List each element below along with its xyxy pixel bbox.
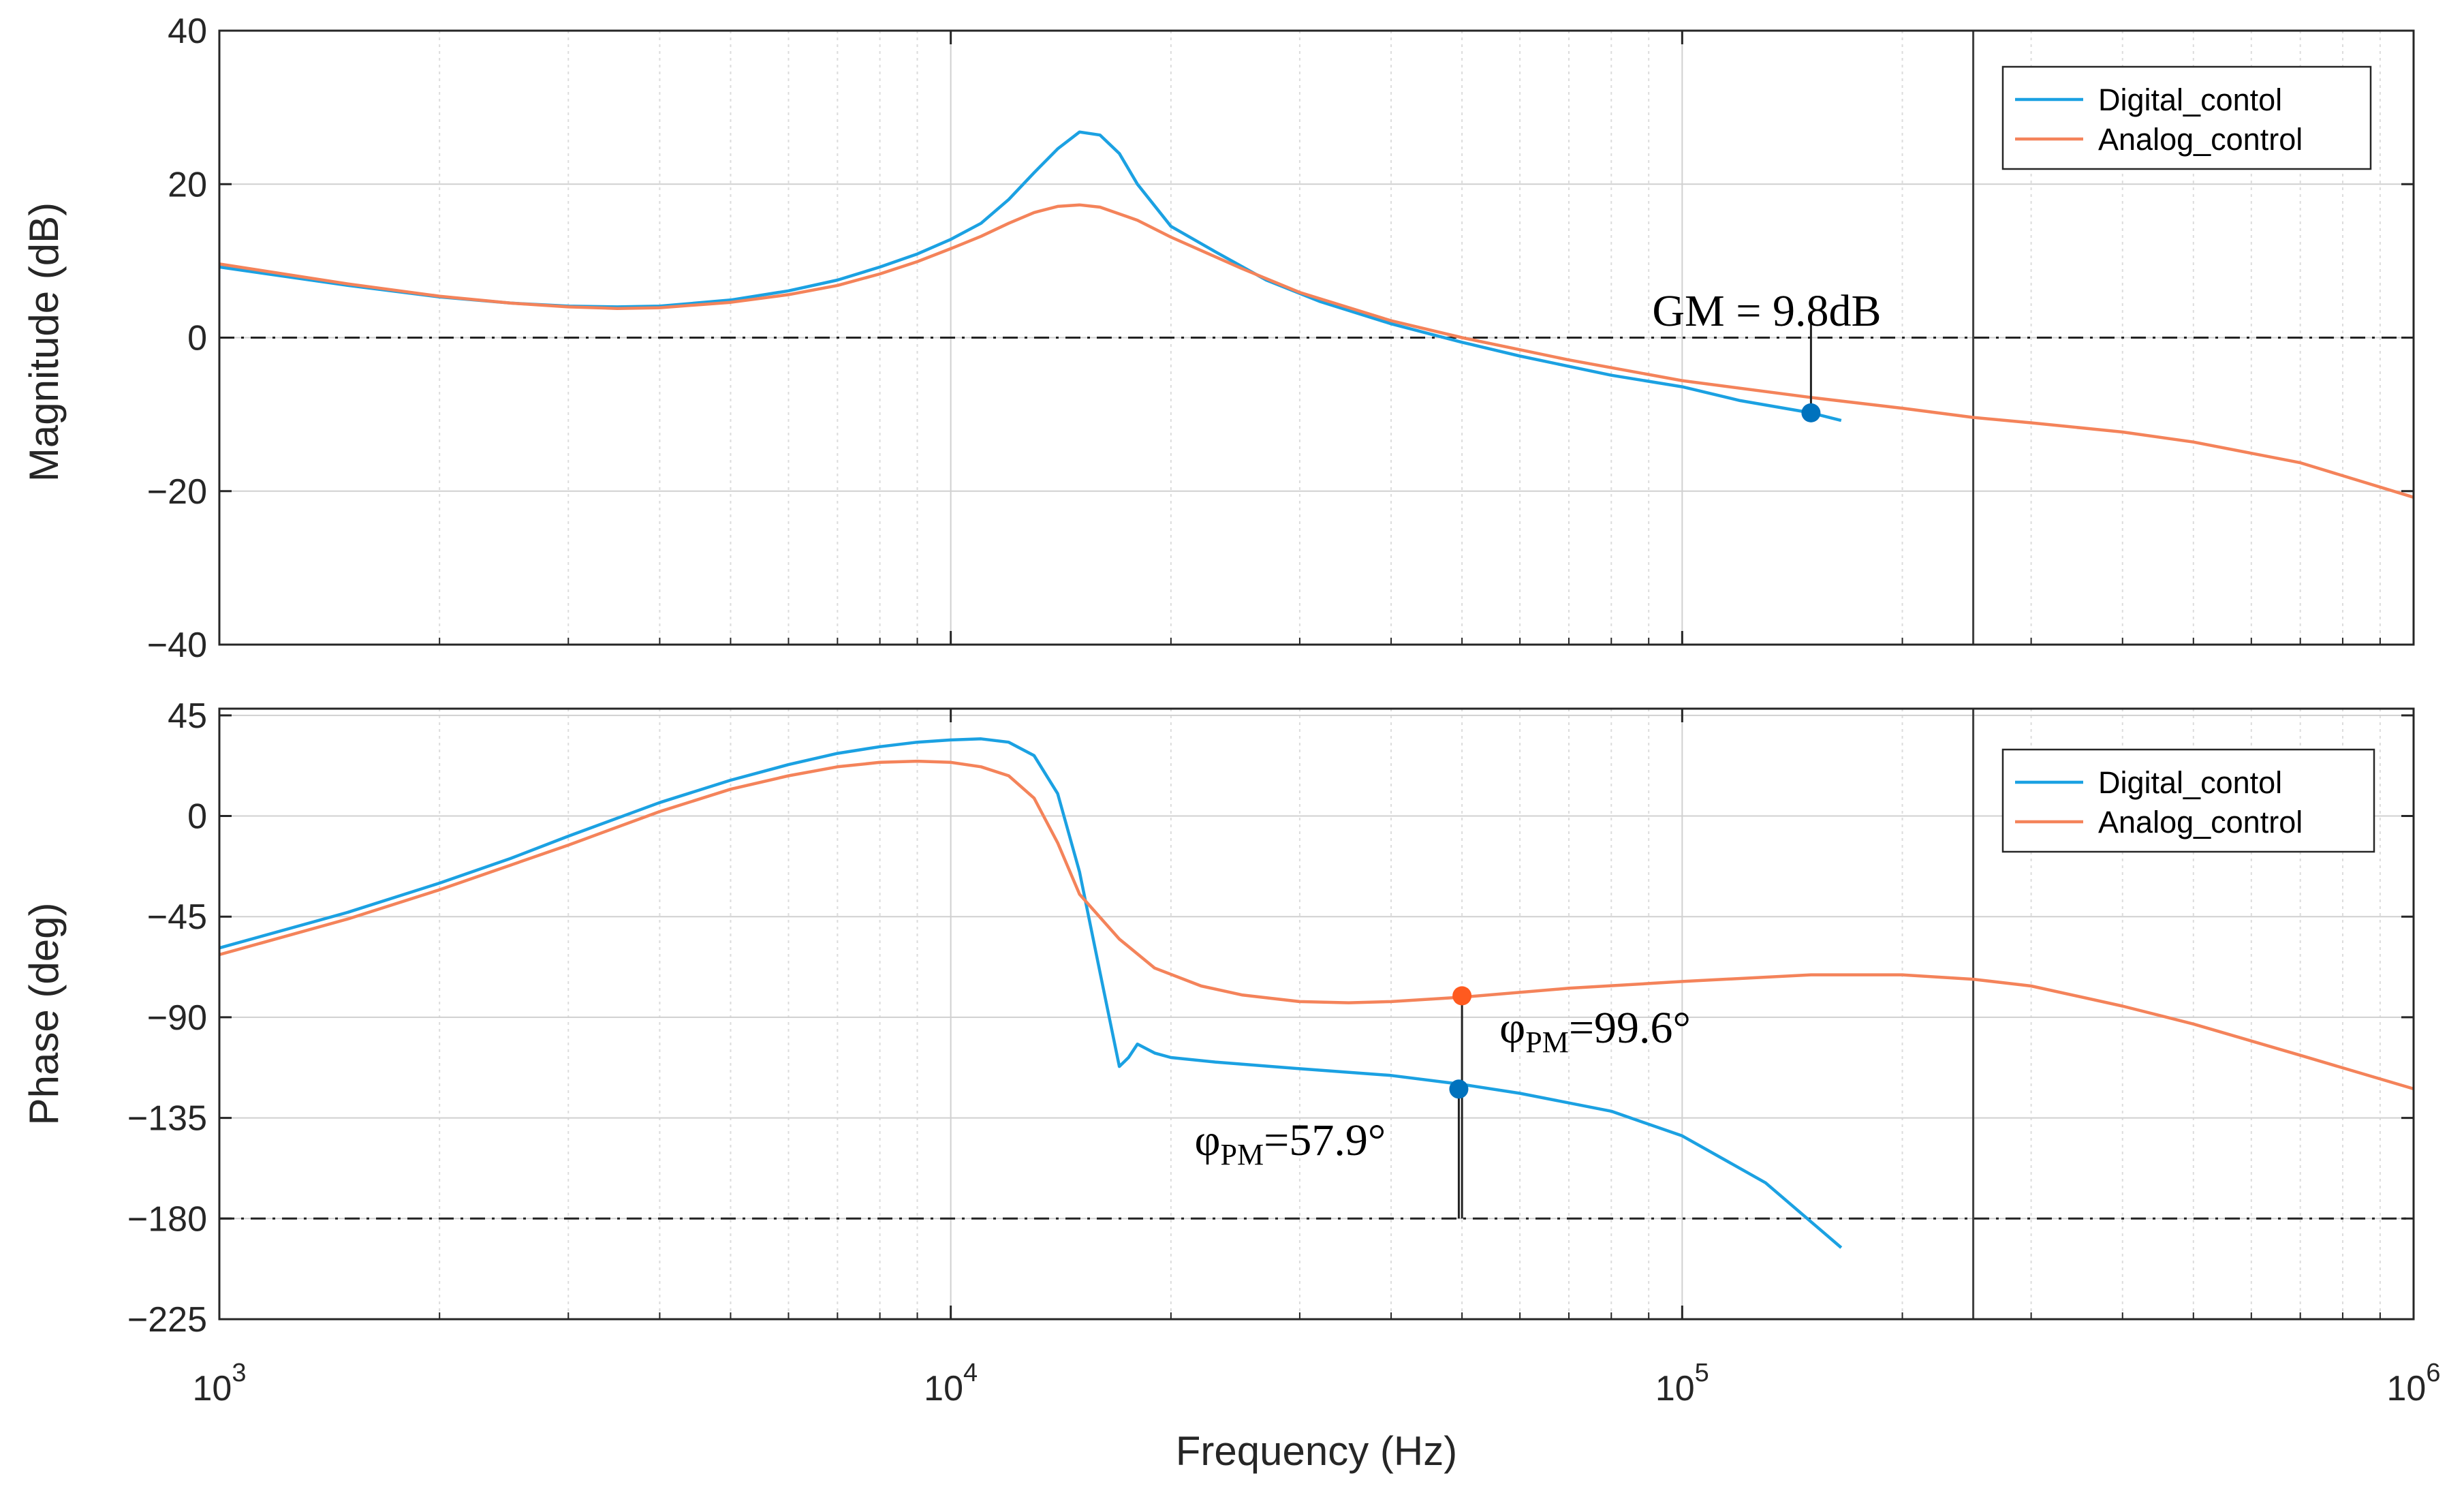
magnitude-legend-label: Analog_control bbox=[2098, 122, 2303, 157]
magnitude-panel: 40 20 0 −20 −40 GM = 9.8dB Digital_contol Analo… bbox=[21, 12, 2415, 665]
phase-legend-label: Analog_control bbox=[2098, 805, 2303, 839]
phase-y-tick-label: −45 bbox=[147, 897, 207, 937]
x-tick-label: 105 bbox=[1655, 1359, 1709, 1408]
magnitude-y-tick-label: 40 bbox=[168, 12, 207, 51]
phase-legend: Digital_contol Analog_control bbox=[2001, 748, 2375, 853]
magnitude-y-tick-label: 0 bbox=[187, 319, 207, 358]
phase-margin-analog-annotation: φPM=99.6° bbox=[1499, 1003, 1691, 1059]
magnitude-y-tick-label: −20 bbox=[147, 472, 207, 512]
phase-y-tick-label: −90 bbox=[147, 998, 207, 1038]
x-axis-label: Frequency (Hz) bbox=[1176, 1428, 1457, 1474]
magnitude-axes-border bbox=[218, 29, 2415, 646]
phase-legend-box bbox=[2001, 748, 2375, 853]
x-tick-label: 106 bbox=[2387, 1359, 2441, 1408]
phase-series-analog_control bbox=[219, 759, 2414, 1091]
phase-y-tick-label: 0 bbox=[187, 797, 207, 837]
phase-y-tick-label: −180 bbox=[127, 1199, 207, 1239]
magnitude-series-digital_contol bbox=[219, 130, 1842, 422]
pm-analog-marker bbox=[1452, 986, 1472, 1006]
phase-legend-label: Digital_contol bbox=[2098, 765, 2282, 800]
phase-axes-border bbox=[218, 707, 2415, 1321]
magnitude-legend: Digital_contol Analog_control bbox=[2001, 65, 2372, 170]
phase-margin-digital-annotation: φPM=57.9° bbox=[1194, 1115, 1386, 1171]
phase-y-tick-label: −135 bbox=[127, 1099, 207, 1139]
pm-digital-marker bbox=[1449, 1079, 1469, 1099]
magnitude-y-axis-label: Magnitude (dB) bbox=[21, 202, 67, 482]
magnitude-legend-label: Digital_contol bbox=[2098, 82, 2282, 117]
gain-margin-annotation: GM = 9.8dB bbox=[1652, 286, 1881, 336]
x-tick-label: 104 bbox=[924, 1359, 978, 1408]
frequency-axis: Frequency (Hz) 103 104 105 106 bbox=[193, 1359, 2441, 1474]
magnitude-y-tick-label: −40 bbox=[147, 626, 207, 665]
phase-panel: 45 0 −45 −90 −135 −180 −225 φPM=99.6° φPM=57.9° D… bbox=[21, 696, 2415, 1340]
magnitude-series-analog_control bbox=[219, 203, 2414, 499]
magnitude-legend-box bbox=[2001, 65, 2372, 170]
phase-series-digital_contol bbox=[219, 737, 1843, 1249]
phase-y-axis-label: Phase (deg) bbox=[21, 903, 67, 1126]
phase-y-tick-label: 45 bbox=[168, 696, 207, 736]
gm-marker bbox=[1801, 403, 1821, 422]
phase-y-tick-label: −225 bbox=[127, 1300, 207, 1340]
magnitude-y-tick-label: 20 bbox=[168, 165, 207, 204]
x-tick-label: 103 bbox=[193, 1359, 247, 1408]
